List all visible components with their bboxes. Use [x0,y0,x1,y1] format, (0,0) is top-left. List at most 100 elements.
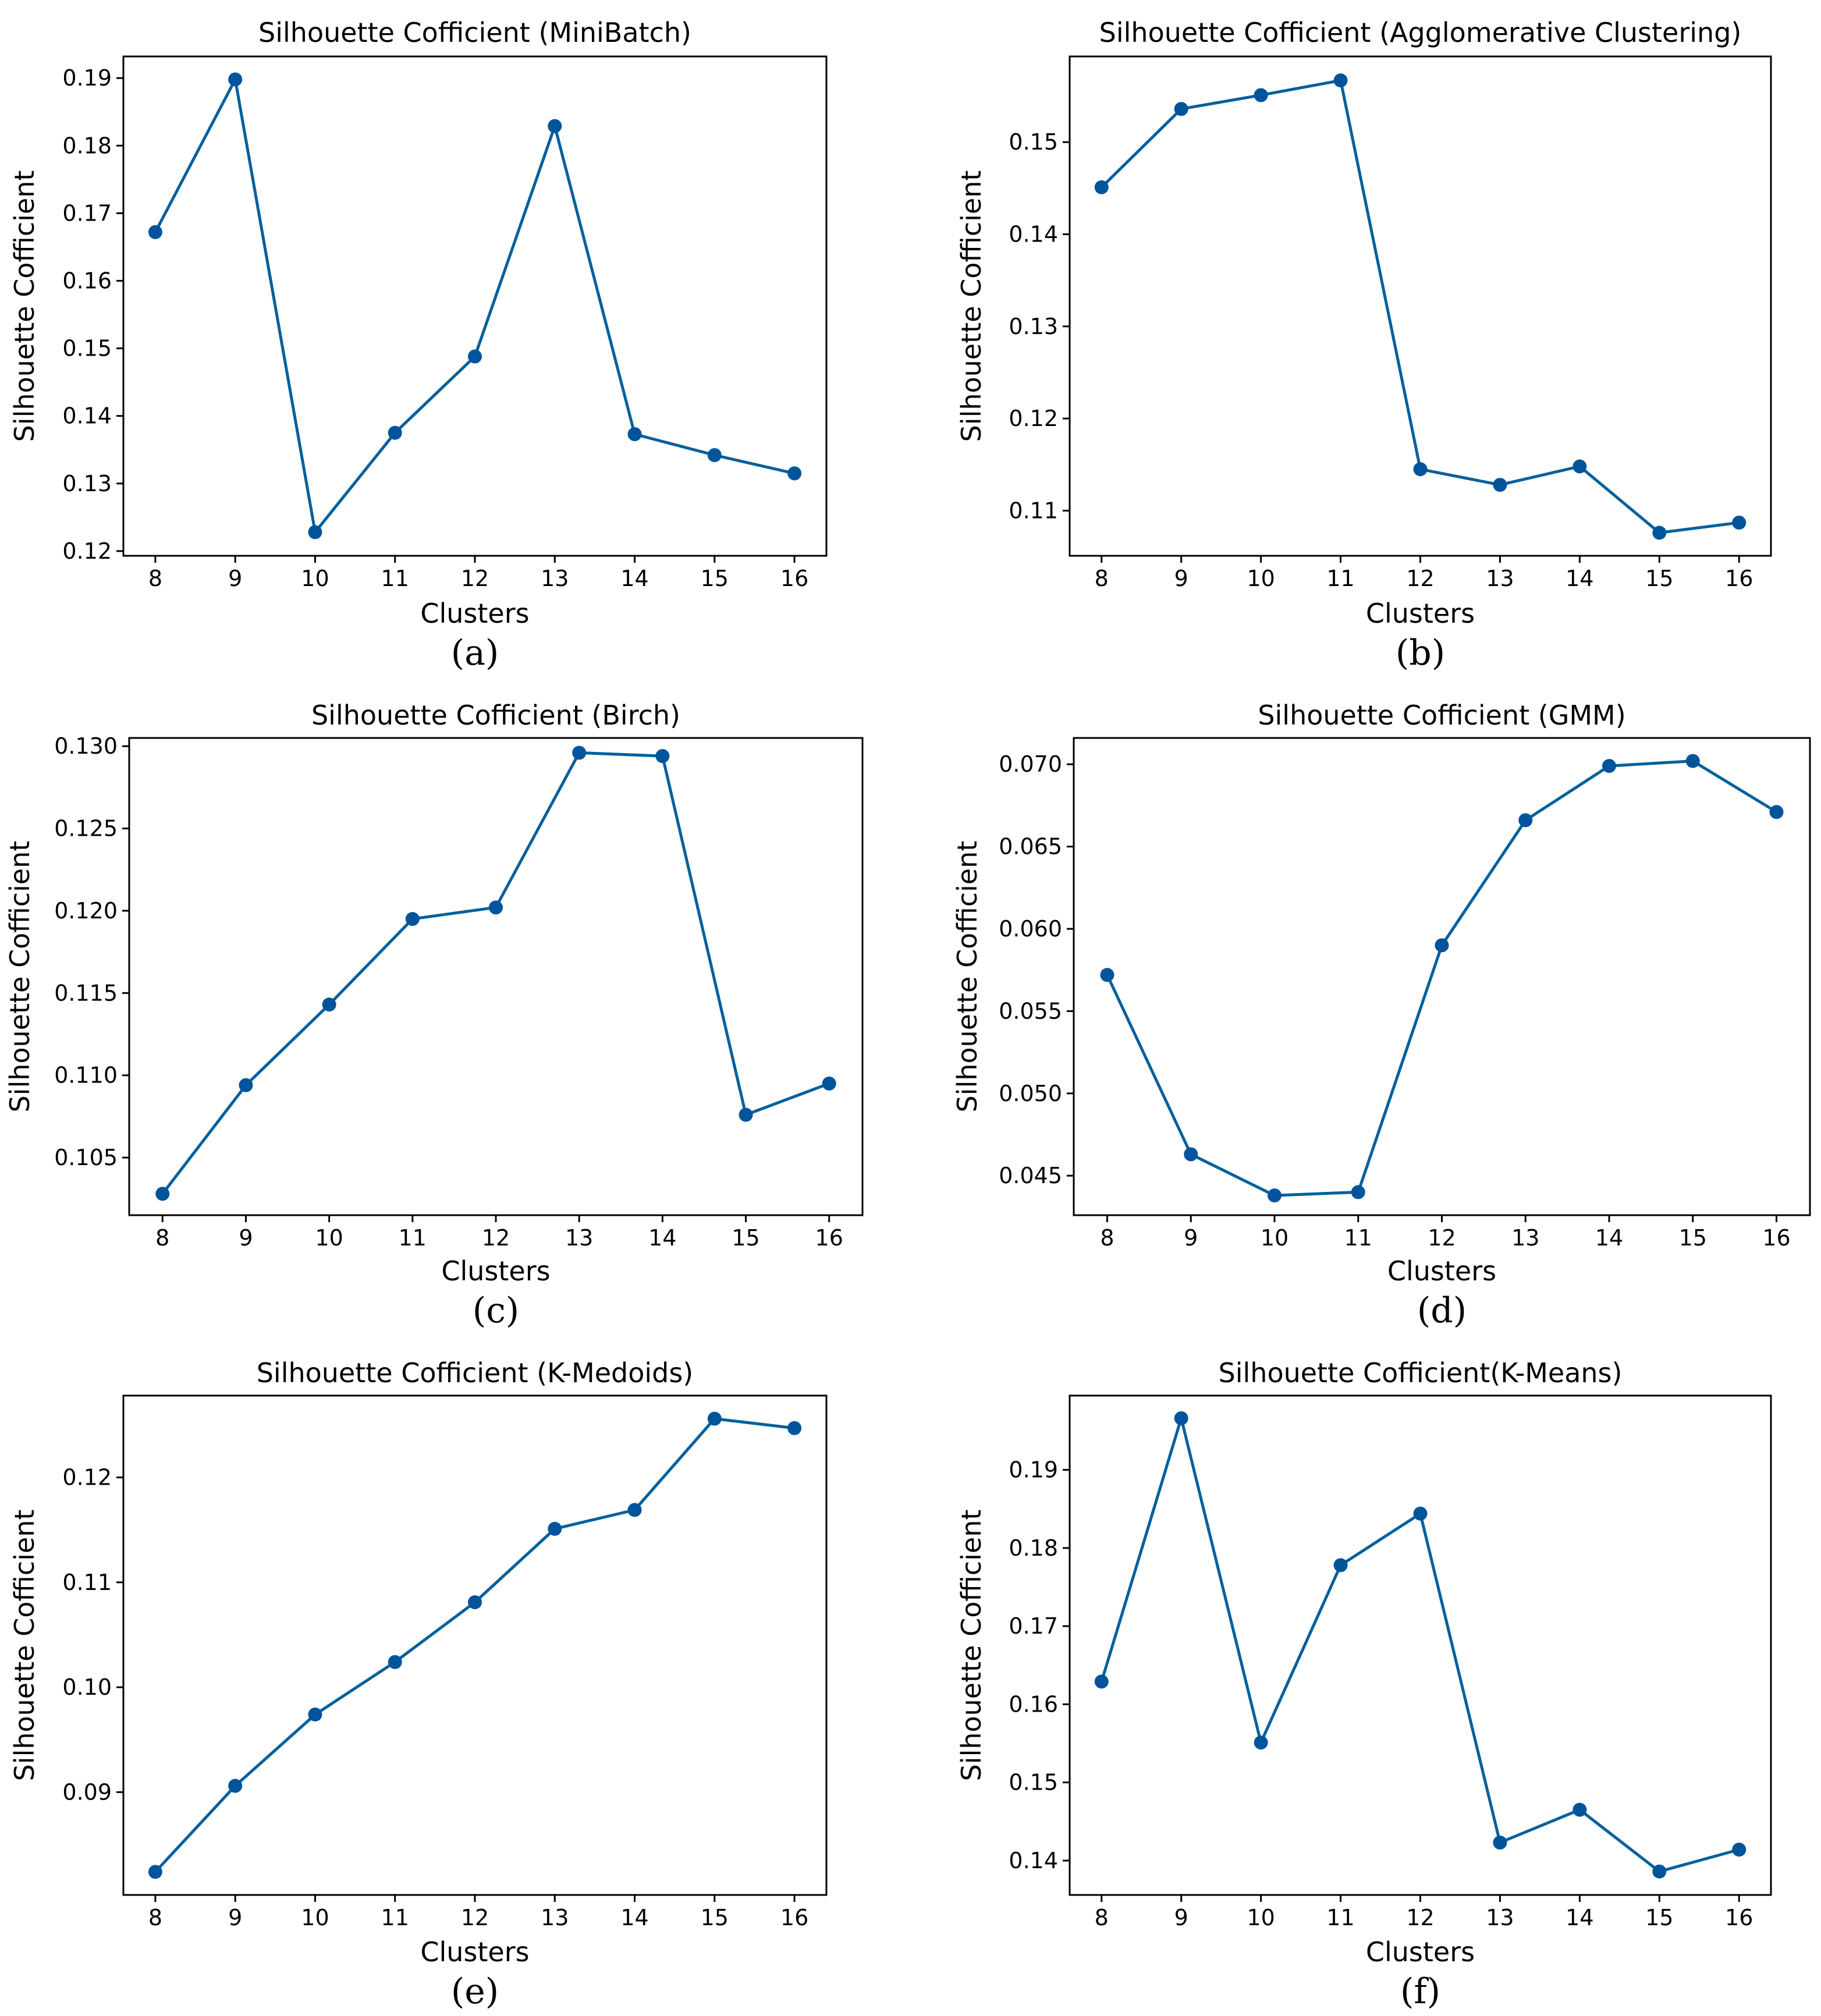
data-point [1769,805,1784,819]
y-tick-label: 0.14 [1009,1848,1058,1873]
x-tick-label: 15 [1645,1905,1673,1930]
x-tick-label: 9 [1174,1905,1188,1930]
x-tick-label: 13 [1486,566,1514,591]
x-tick-label: 16 [1725,566,1753,591]
x-axis-label: Clusters [420,1936,529,1968]
x-tick-label: 8 [148,1905,162,1930]
y-tick-label: 0.18 [62,133,112,158]
y-tick-label: 0.050 [999,1081,1062,1106]
data-point [572,746,587,760]
data-point [1413,1506,1428,1521]
data-point [1184,1147,1198,1162]
data-point [707,448,722,463]
y-axis-label: Silhouette Cofficient [9,1510,40,1781]
series-line [154,1417,795,1873]
x-tick-label: 16 [780,1905,808,1930]
y-tick-label: 0.12 [1009,406,1058,431]
panel-caption: (e) [451,1971,499,2012]
data-point [1268,1188,1282,1203]
x-tick-label: 14 [1566,1905,1593,1930]
data-point [1174,102,1188,116]
data-point [388,1655,402,1669]
x-tick-label: 9 [228,566,242,591]
x-tick-label: 9 [1174,566,1188,591]
chart-panel-5: Silhouette Cofficient (K-Medoids) 8 9 10 11 1… [9,1357,828,2012]
data-point [627,427,642,442]
x-tick-label: 12 [461,1905,489,1930]
x-tick-label: 16 [815,1225,843,1251]
y-tick-label: 0.15 [1009,129,1058,155]
x-tick-label: 14 [1595,1225,1623,1251]
data-point [1685,754,1700,768]
plot-frame [1069,1394,1772,1896]
plot-frame [122,55,828,557]
y-tick-label: 0.065 [999,834,1062,860]
chart-panel-6: Silhouette Cofficient(K-Means) 8 9 10 11 12 13… [956,1357,1772,2012]
plot-frame [1073,737,1811,1216]
data-point [707,1411,722,1426]
y-tick-label: 0.10 [62,1674,112,1700]
data-point [1732,516,1747,530]
data-point [787,466,802,481]
y-tick-label: 0.15 [62,336,112,361]
data-point [468,1595,482,1610]
data-point [822,1076,836,1091]
y-tick-label: 0.16 [62,268,112,293]
y-tick-label: 0.17 [62,200,112,226]
x-tick-label: 14 [620,1905,648,1930]
data-point [655,749,670,764]
data-point [1094,180,1109,194]
x-tick-label: 14 [620,566,648,591]
data-point [1602,759,1616,773]
x-tick-label: 12 [1406,566,1434,591]
x-tick-label: 13 [1486,1905,1514,1930]
data-point [1174,1411,1188,1425]
chart-panel-3: Silhouette Cofficient (Birch) 8 9 10 11 12 13 1… [4,700,864,1331]
data-point [1572,1802,1587,1817]
chart-title: Silhouette Cofficient (MiniBatch) [258,17,691,48]
panel-caption: (c) [473,1290,519,1331]
y-tick-label: 0.045 [999,1163,1062,1188]
data-point [1435,938,1449,953]
x-tick-label: 9 [1184,1225,1198,1251]
data-point [308,1707,322,1722]
plot-frame [122,1394,828,1896]
data-point [155,1187,170,1201]
x-tick-label: 12 [461,566,489,591]
series-line [1100,1417,1740,1873]
plot-frame [1069,55,1772,557]
y-axis-label: Silhouette Cofficient [956,1510,987,1781]
data-point [1493,478,1507,492]
x-tick-label: 8 [148,566,162,591]
x-tick-label: 10 [315,1225,343,1251]
chart-panel-2: Silhouette Cofficient (Agglomerative Clu… [956,17,1772,673]
x-tick-label: 10 [1247,566,1275,591]
x-axis-label: Clusters [420,598,529,629]
x-tick-label: 10 [1261,1225,1288,1251]
x-tick-label: 16 [1725,1905,1753,1930]
y-tick-label: 0.14 [62,403,112,429]
data-point [1652,526,1667,540]
y-tick-label: 0.125 [54,816,118,842]
y-axis-label: Silhouette Cofficient [9,171,40,442]
y-tick-label: 0.17 [1009,1613,1058,1639]
x-tick-label: 13 [1511,1225,1539,1251]
y-tick-label: 0.070 [999,751,1062,777]
x-axis-label: Clusters [1387,1255,1496,1287]
x-axis-label: Clusters [1366,1936,1475,1968]
x-tick-label: 8 [1095,1905,1109,1930]
data-point [1254,88,1268,102]
y-axis-label: Silhouette Cofficient [956,171,987,442]
data-point [148,1865,162,1879]
x-tick-label: 10 [301,566,329,591]
data-point [548,119,562,133]
x-axis-label: Clusters [441,1255,550,1287]
y-tick-label: 0.16 [1009,1691,1058,1717]
chart-title: Silhouette Cofficient (GMM) [1258,700,1625,731]
chart-panel-1: Silhouette Cofficient (MiniBatch) 8 9 10 11 1… [9,17,828,673]
chart-title: Silhouette Cofficient (Agglomerative Clu… [1099,17,1742,48]
data-point [1572,459,1587,474]
x-tick-label: 8 [1100,1225,1114,1251]
y-tick-label: 0.110 [54,1063,118,1088]
x-tick-label: 13 [541,1905,569,1930]
